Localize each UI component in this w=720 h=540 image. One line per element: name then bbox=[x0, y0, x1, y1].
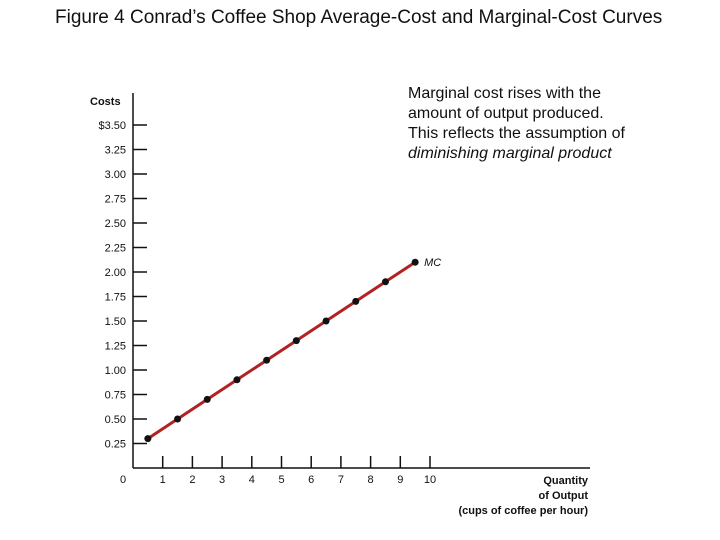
x-tick-label: 4 bbox=[249, 474, 255, 486]
x-tick-label: 9 bbox=[397, 474, 403, 486]
annotation-line-3: This reflects the assumption of bbox=[408, 125, 625, 142]
y-tick-label: 1.50 bbox=[105, 316, 126, 328]
chart-series: MC bbox=[144, 257, 441, 443]
annotation-line-4: diminishing marginal product bbox=[408, 145, 612, 162]
y-tick-label: 2.25 bbox=[105, 243, 126, 255]
y-tick-label: 2.50 bbox=[105, 218, 126, 230]
annotation-text: Marginal cost rises with the amount of o… bbox=[408, 84, 708, 164]
axis-titles: Costs Quantity of Output (cups of coffee pe… bbox=[90, 96, 589, 517]
x-tick-label: 7 bbox=[338, 474, 344, 486]
x-axis-ticks: 0 1 2 3 4 5 6 7 8 9 10 bbox=[120, 456, 436, 486]
y-tick-label: 3.00 bbox=[105, 169, 126, 181]
y-tick-label: 1.25 bbox=[105, 341, 126, 353]
y-tick-label: 0.50 bbox=[105, 414, 126, 426]
annotation-line-1: Marginal cost rises with the bbox=[408, 85, 601, 102]
x-tick-label: 6 bbox=[308, 474, 314, 486]
mc-data-point bbox=[381, 278, 389, 286]
mc-data-point bbox=[233, 376, 241, 384]
y-tick-label: 0.75 bbox=[105, 390, 126, 402]
x-tick-label: 1 bbox=[160, 474, 166, 486]
x-tick-label: 10 bbox=[424, 474, 436, 486]
x-axis-title-line: Quantity bbox=[543, 475, 588, 487]
y-axis-title: Costs bbox=[90, 96, 121, 108]
x-tick-label: 5 bbox=[278, 474, 284, 486]
mc-data-point bbox=[174, 415, 182, 423]
y-tick-label: 1.00 bbox=[105, 365, 126, 377]
x-axis-title-line: (cups of coffee per hour) bbox=[458, 505, 588, 517]
mc-curve-label: MC bbox=[424, 257, 441, 269]
y-tick-label: 2.75 bbox=[105, 194, 126, 206]
y-tick-label: 2.00 bbox=[105, 267, 126, 279]
mc-data-point bbox=[322, 317, 330, 325]
x-tick-label: 0 bbox=[120, 474, 126, 486]
figure-title: Figure 4 Conrad’s Coffee Shop Average-Co… bbox=[55, 7, 663, 28]
x-axis-title-line: of Output bbox=[539, 490, 589, 502]
y-tick-label: $3.50 bbox=[98, 120, 126, 132]
x-tick-label: 2 bbox=[189, 474, 195, 486]
mc-data-point bbox=[352, 297, 360, 305]
mc-curve-line bbox=[147, 260, 416, 440]
mc-data-point bbox=[263, 356, 271, 364]
y-tick-label: 1.75 bbox=[105, 292, 126, 304]
x-tick-label: 8 bbox=[368, 474, 374, 486]
y-tick-label: 3.25 bbox=[105, 145, 126, 157]
mc-data-point bbox=[292, 337, 300, 345]
y-axis-ticks: $3.50 3.25 3.00 2.75 2.50 2.25 2.00 1.75 1.50 1.2… bbox=[98, 120, 147, 451]
mc-data-point bbox=[144, 435, 152, 443]
y-tick-label: 0.25 bbox=[105, 439, 126, 451]
mc-data-point bbox=[203, 395, 211, 403]
mc-data-point bbox=[411, 258, 419, 266]
chart-axes bbox=[132, 93, 590, 469]
x-tick-label: 3 bbox=[219, 474, 225, 486]
annotation-line-2: amount of output produced. bbox=[408, 105, 604, 122]
